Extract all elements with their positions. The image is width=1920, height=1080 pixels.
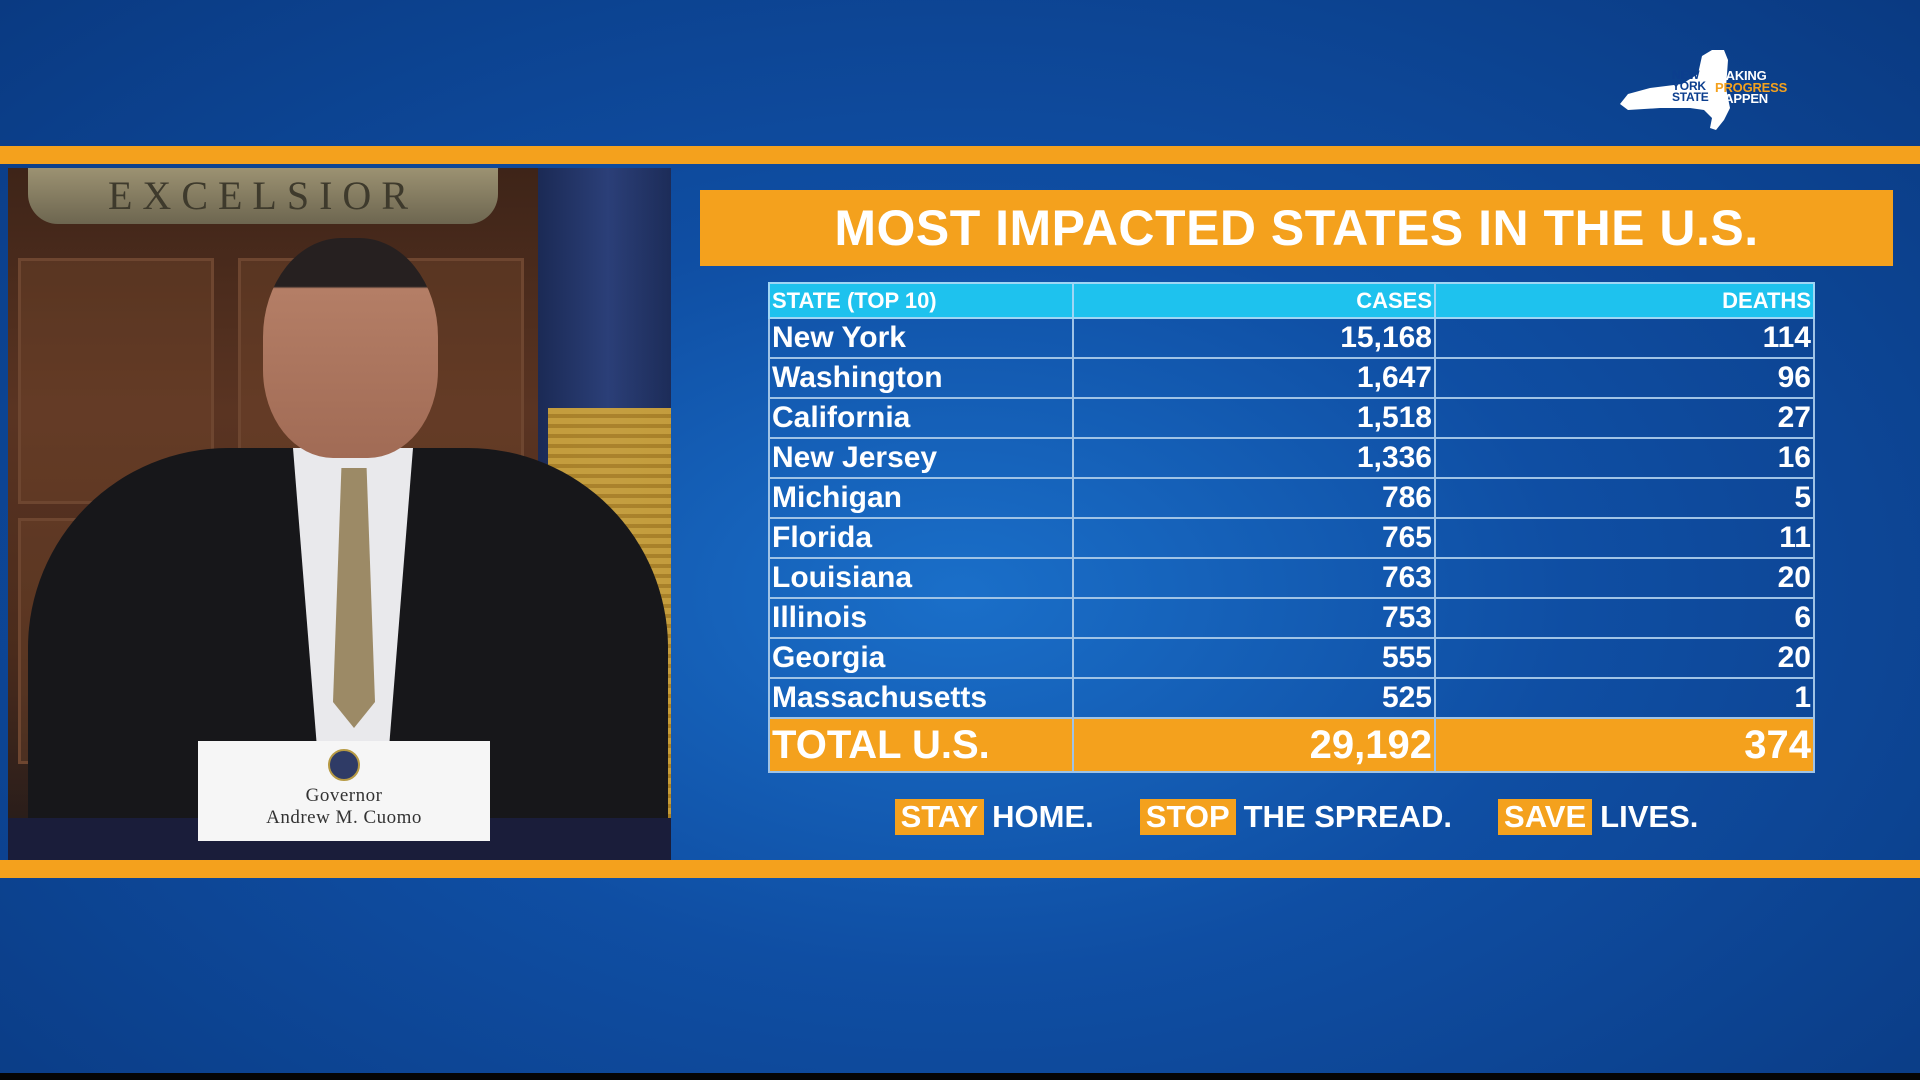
- state-cases: 786: [1072, 477, 1436, 519]
- table-row: Massachusetts 525 1: [768, 677, 1815, 719]
- state-deaths: 6: [1434, 597, 1815, 639]
- top-orange-stripe: [0, 146, 1920, 164]
- slogan-text: LIVES.: [1600, 799, 1699, 834]
- state-cases: 1,518: [1072, 397, 1436, 439]
- state-deaths: 20: [1434, 557, 1815, 599]
- state-name: Massachusetts: [768, 677, 1074, 719]
- nys-wordmark: NEW YORK STATE: [1672, 68, 1709, 104]
- video-feed: EXCELSIOR Governor Andrew M. Cuomo: [8, 168, 671, 860]
- state-name: Louisiana: [768, 557, 1074, 599]
- table-header-row: STATE (TOP 10) CASES DEATHS: [768, 282, 1815, 319]
- state-name: Georgia: [768, 637, 1074, 679]
- state-name: Illinois: [768, 597, 1074, 639]
- slogan-stay-home: STAY HOME.: [894, 795, 1094, 839]
- state-cases: 15,168: [1072, 317, 1436, 359]
- slogan-highlight: STOP: [1139, 799, 1236, 835]
- table-row: California 1,518 27: [768, 397, 1815, 439]
- state-deaths: 27: [1434, 397, 1815, 439]
- total-cases: 29,192: [1072, 717, 1436, 773]
- table-row: Washington 1,647 96: [768, 357, 1815, 399]
- total-label: TOTAL U.S.: [768, 717, 1074, 773]
- table-row: Florida 765 11: [768, 517, 1815, 559]
- speaker-tie: [333, 468, 375, 728]
- state-name: New York: [768, 317, 1074, 359]
- header-cases: CASES: [1072, 282, 1436, 319]
- states-table: STATE (TOP 10) CASES DEATHS New York 15,…: [768, 282, 1815, 773]
- nameplate-title: Governor: [305, 785, 383, 806]
- total-deaths: 374: [1434, 717, 1815, 773]
- board-title: MOST IMPACTED STATES IN THE U.S.: [700, 190, 1893, 266]
- slogan-text: HOME.: [992, 799, 1094, 834]
- table-row: Georgia 555 20: [768, 637, 1815, 679]
- state-cases: 525: [1072, 677, 1436, 719]
- slogan-stop-spread: STOP THE SPREAD.: [1139, 795, 1453, 839]
- table-row: Michigan 786 5: [768, 477, 1815, 519]
- state-deaths: 20: [1434, 637, 1815, 679]
- bottom-black-bar: [0, 1073, 1920, 1080]
- state-cases: 1,647: [1072, 357, 1436, 399]
- slogan-highlight: SAVE: [1498, 799, 1593, 835]
- table-row: New York 15,168 114: [768, 317, 1815, 359]
- state-cases: 555: [1072, 637, 1436, 679]
- state-name: California: [768, 397, 1074, 439]
- table-row: New Jersey 1,336 16: [768, 437, 1815, 479]
- state-cases: 763: [1072, 557, 1436, 599]
- state-deaths: 96: [1434, 357, 1815, 399]
- state-name: Florida: [768, 517, 1074, 559]
- nameplate: Governor Andrew M. Cuomo: [198, 741, 490, 841]
- state-name: New Jersey: [768, 437, 1074, 479]
- state-deaths: 5: [1434, 477, 1815, 519]
- state-deaths: 1: [1434, 677, 1815, 719]
- nys-logo: NEW YORK STATE MAKING PROGRESS HAPPEN: [1620, 48, 1800, 134]
- table-row: Illinois 753 6: [768, 597, 1815, 639]
- header-deaths: DEATHS: [1434, 282, 1815, 319]
- slogan-highlight: STAY: [894, 799, 985, 835]
- new-york-state-map-icon: [1620, 50, 1730, 130]
- nameplate-name: Andrew M. Cuomo: [266, 807, 422, 828]
- table-row: Louisiana 763 20: [768, 557, 1815, 599]
- state-deaths: 16: [1434, 437, 1815, 479]
- bottom-orange-stripe: [0, 860, 1920, 878]
- state-name: Washington: [768, 357, 1074, 399]
- state-cases: 1,336: [1072, 437, 1436, 479]
- total-row: TOTAL U.S. 29,192 374: [768, 717, 1815, 773]
- excelsior-plaque: EXCELSIOR: [28, 168, 498, 224]
- speaker-head: [263, 238, 438, 458]
- state-deaths: 11: [1434, 517, 1815, 559]
- slogan-text: THE SPREAD.: [1243, 799, 1453, 834]
- state-cases: 753: [1072, 597, 1436, 639]
- slogan-save-lives: SAVE LIVES.: [1498, 795, 1698, 839]
- header-state: STATE (TOP 10): [768, 282, 1074, 319]
- state-name: Michigan: [768, 477, 1074, 519]
- slogan-bar: STAY HOME. STOP THE SPREAD. SAVE LIVES.: [700, 795, 1893, 839]
- state-cases: 765: [1072, 517, 1436, 559]
- state-seal-icon: [328, 749, 360, 781]
- logo-tagline: MAKING PROGRESS HAPPEN: [1715, 68, 1788, 106]
- state-deaths: 114: [1434, 317, 1815, 359]
